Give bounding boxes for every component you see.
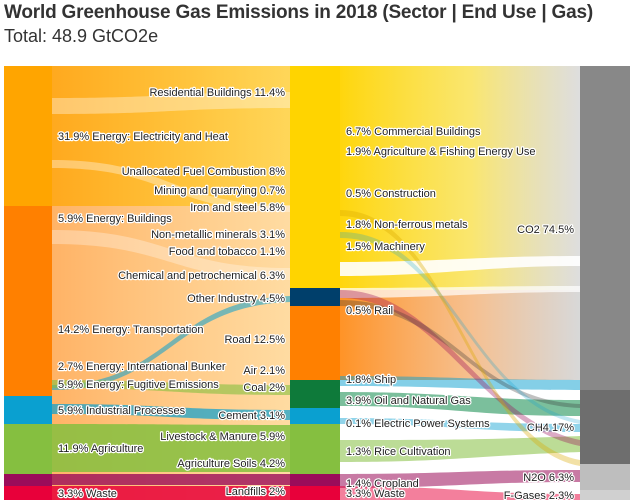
node-industrial-processes xyxy=(4,396,52,424)
label-n2o: N2O 6.3% xyxy=(523,472,574,484)
node-cropland xyxy=(290,474,340,486)
label-rice: 1.3% Rice Cultivation xyxy=(346,446,451,458)
label-sector-bunker: 2.7% Energy: International Bunker xyxy=(58,361,226,373)
label-sector-industrial: 5.9% Industrial Processes xyxy=(58,405,186,417)
flow-gap-white xyxy=(340,256,580,276)
label-agri-soils: Agriculture Soils 4.2% xyxy=(177,458,285,470)
label-fgases: F-Gases 2.3% xyxy=(504,490,575,502)
label-non-ferrous: 1.8% Non-ferrous metals xyxy=(346,219,468,231)
label-iron-steel: Iron and steel 5.8% xyxy=(190,202,285,214)
flow-cropland-purple-2 xyxy=(340,470,580,488)
flow-oil-gas-green xyxy=(340,392,580,416)
label-air: Air 2.1% xyxy=(243,365,285,377)
flow-cropland-purple xyxy=(52,474,290,485)
label-construction: 0.5% Construction xyxy=(346,188,436,200)
node-waste-2 xyxy=(290,486,340,500)
flow-band-electricity xyxy=(52,66,290,206)
node-co2 xyxy=(580,66,630,390)
flow-ship-teal xyxy=(340,376,580,390)
flow-chemical xyxy=(52,230,290,280)
flow-agriculture-green xyxy=(52,424,290,472)
flow-gap-white-2 xyxy=(340,286,580,298)
label-livestock: Livestock & Manure 5.9% xyxy=(160,431,285,443)
flow-cross-dark xyxy=(340,300,580,408)
label-coal: Coal 2% xyxy=(243,382,285,394)
node-buildings-block xyxy=(290,66,340,288)
node-transport xyxy=(290,306,340,380)
label-cropland: 1.4% Cropland xyxy=(346,478,419,490)
label-co2: CO2 74.5% xyxy=(517,224,574,236)
label-mining: Mining and quarrying 0.7% xyxy=(154,185,285,197)
flow-rice-green xyxy=(340,436,580,462)
node-ch4 xyxy=(580,390,630,464)
label-machinery: 1.5% Machinery xyxy=(346,241,425,253)
label-agri-fishing: 1.9% Agriculture & Fishing Energy Use xyxy=(346,146,536,158)
label-landfills: Landfills 2% xyxy=(226,486,286,498)
node-fugitive xyxy=(290,380,340,408)
enduse-left-labels: Residential Buildings 11.4% Unallocated … xyxy=(117,86,287,499)
node-energy-buildings xyxy=(4,206,52,396)
label-road: Road 12.5% xyxy=(224,334,285,346)
sector-labels: 31.9% Energy: Electricity and Heat 5.9% … xyxy=(57,130,229,501)
flow-residential xyxy=(52,92,290,114)
node-agri xyxy=(290,424,340,474)
gas-labels: CO2 74.5% CH4 17% N2O 6.3% F-Gases 2.3% xyxy=(502,223,575,503)
label-oil-gas: 3.9% Oil and Natural Gas xyxy=(346,395,471,407)
node-land-use xyxy=(4,474,52,486)
chart-subtitle: Total: 48.9 GtCO2e xyxy=(4,26,159,46)
label-rail: 0.5% Rail xyxy=(346,305,393,317)
label-ch4: CH4 17% xyxy=(527,422,574,434)
flow-fugitive-teal xyxy=(52,296,290,390)
label-unallocated: Unallocated Fuel Combustion 8% xyxy=(122,166,285,178)
label-other-industry: Other Industry 4.5% xyxy=(187,293,285,305)
label-sector-electricity: 31.9% Energy: Electricity and Heat xyxy=(58,131,228,143)
enduse-right-labels: 6.7% Commercial Buildings 1.9% Agricultu… xyxy=(345,125,537,501)
node-n2o xyxy=(580,464,630,490)
label-waste-right: 3.3% Waste xyxy=(346,488,405,500)
flow-waste-red-2 xyxy=(340,486,580,500)
label-commercial: 6.7% Commercial Buildings xyxy=(346,126,481,138)
node-fgases xyxy=(580,490,630,500)
gas-nodes xyxy=(580,66,630,500)
flow-power-blue xyxy=(340,418,580,432)
node-industrial xyxy=(290,408,340,424)
label-residential: Residential Buildings 11.4% xyxy=(149,87,285,99)
label-chemical: Chemical and petrochemical 6.3% xyxy=(118,270,285,282)
label-sector-waste: 3.3% Waste xyxy=(58,488,117,500)
label-sector-fugitive: 5.9% Energy: Fugitive Emissions xyxy=(58,379,219,391)
label-sector-buildings: 5.9% Energy: Buildings xyxy=(58,213,172,225)
label-electric-power: 0.1% Electric Power Systems xyxy=(346,418,490,430)
flow-coal-green xyxy=(52,380,290,395)
label-non-metallic: Non-metallic minerals 3.1% xyxy=(151,229,285,241)
flow-waste-red xyxy=(52,486,290,500)
chart-title: World Greenhouse Gas Emissions in 2018 (… xyxy=(4,2,593,23)
label-sector-agriculture: 11.9% Agriculture xyxy=(58,443,143,455)
node-other-industry xyxy=(290,288,340,306)
flow-band-enduse-gas-orange xyxy=(340,290,580,380)
node-electricity-heat xyxy=(4,66,52,206)
flow-band-enduse-gas-yellow xyxy=(340,66,580,290)
sector-nodes xyxy=(4,66,52,500)
flow-industry xyxy=(52,160,290,212)
label-ship: 1.8% Ship xyxy=(346,374,396,386)
node-waste xyxy=(4,486,52,500)
label-cement: Cement 3.1% xyxy=(218,410,285,422)
node-agriculture xyxy=(4,424,52,474)
enduse-nodes xyxy=(290,66,340,500)
flow-cement-blue xyxy=(52,404,290,420)
label-sector-transport: 14.2% Energy: Transportation xyxy=(58,324,204,336)
label-food-tobacco: Food and tobacco 1.1% xyxy=(169,246,285,258)
